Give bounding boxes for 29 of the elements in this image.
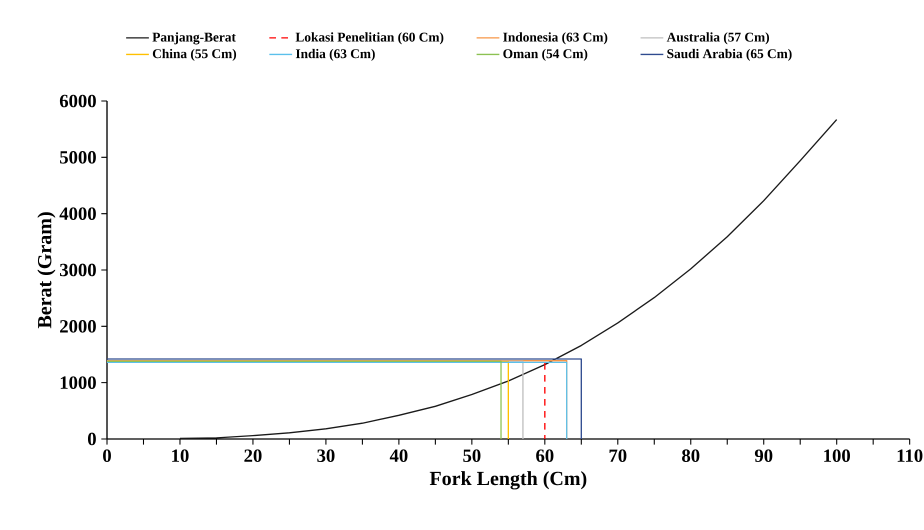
legend-label: Lokasi Penelitian (60 Cm) bbox=[296, 32, 444, 44]
y-tick-label: 2000 bbox=[60, 320, 96, 333]
x-tick-label: 60 bbox=[536, 449, 554, 462]
legend-label: Saudi Arabia (65 Cm) bbox=[667, 48, 792, 61]
y-tick-label: 3000 bbox=[60, 264, 96, 276]
x-tick-label: 10 bbox=[172, 449, 189, 462]
legend-label: India (63 Cm) bbox=[296, 48, 375, 61]
y-axis-title: Berat (Gram) bbox=[37, 212, 56, 328]
y-tick-label: 5000 bbox=[60, 151, 96, 164]
y-tick-label: 4000 bbox=[60, 207, 96, 220]
legend-label: Panjang-Berat bbox=[152, 32, 236, 44]
y-tick-label: 0 bbox=[88, 432, 96, 446]
x-tick-label: 30 bbox=[317, 449, 335, 462]
legend-label: China (55 Cm) bbox=[152, 48, 236, 61]
x-tick-label: 110 bbox=[898, 449, 922, 462]
legend-label: Indonesia (63 Cm) bbox=[503, 32, 608, 44]
x-tick-label: 90 bbox=[754, 449, 772, 462]
y-tick-label: 6000 bbox=[60, 94, 96, 108]
x-tick-label: 70 bbox=[610, 449, 626, 462]
x-tick-label: 80 bbox=[682, 449, 700, 462]
x-axis-title: Fork Length (Cm) bbox=[430, 471, 586, 490]
y-tick-label: 1000 bbox=[60, 376, 96, 389]
x-tick-label: 100 bbox=[824, 449, 850, 462]
x-tick-label: 40 bbox=[390, 449, 408, 462]
legend-label: Oman (54 Cm) bbox=[503, 48, 588, 61]
x-tick-label: 50 bbox=[463, 449, 480, 462]
x-tick-label: 20 bbox=[244, 449, 262, 462]
legend-label: Australia (57 Cm) bbox=[666, 32, 770, 44]
x-tick-label: 0 bbox=[103, 449, 111, 462]
